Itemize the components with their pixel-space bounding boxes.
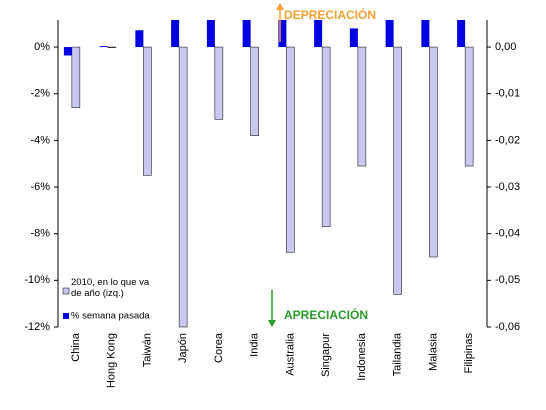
y-tick-label: -6% — [30, 181, 50, 193]
bar — [429, 46, 438, 258]
x-tick-label: Singapur — [320, 333, 332, 377]
x-tick-label: Australia — [284, 332, 296, 376]
y-tick-label: 0% — [34, 41, 50, 53]
bar — [286, 46, 295, 253]
bar — [250, 46, 259, 136]
bar — [457, 20, 466, 48]
y2-tick-label: 0,00 — [495, 41, 516, 53]
x-tick-label: Hong Kong — [106, 333, 118, 388]
bar — [107, 46, 116, 48]
bar — [242, 20, 251, 48]
annotation: DEPRECIACIÓN — [284, 7, 376, 22]
bar — [357, 46, 367, 167]
x-tick-label: Corea — [213, 332, 225, 363]
bar — [135, 30, 144, 48]
bar — [63, 47, 72, 56]
annotation: APRECIACIÓN — [284, 307, 368, 322]
legend-item: 2010, en lo que va de año (izq.) — [71, 277, 150, 299]
bar — [464, 46, 474, 167]
bar — [385, 20, 394, 48]
bar — [214, 46, 224, 120]
y2-tick-label: -0,05 — [495, 274, 520, 286]
arrow-head — [268, 320, 276, 327]
x-tick-label: Japón — [177, 333, 189, 363]
legend-swatch — [62, 287, 70, 295]
y-tick-label: -12% — [24, 321, 50, 333]
y2-tick-label: -0,02 — [495, 134, 520, 146]
y-tick-label: -4% — [30, 134, 50, 146]
bar — [393, 46, 402, 295]
x-tick-label: Malasia — [427, 332, 439, 371]
bar — [71, 46, 81, 108]
bar — [171, 20, 180, 48]
y-tick-label: -2% — [30, 88, 50, 100]
bar — [206, 20, 215, 48]
x-tick-label: Taiwán — [141, 333, 153, 367]
x-tick-label: Indonesia — [356, 332, 368, 381]
x-tick-label: Filipinas — [463, 333, 475, 374]
plot-area — [63, 20, 474, 328]
legend-label: % semana pasada — [71, 311, 150, 322]
y-tick-label: -8% — [30, 228, 50, 240]
bar — [178, 46, 188, 328]
x-tick-label: India — [249, 332, 261, 357]
legend-swatch — [63, 313, 69, 319]
bar — [278, 20, 287, 48]
y-tick-label: -10% — [24, 274, 50, 286]
legend-label: 2010, en lo que va de año (izq.) — [71, 277, 150, 299]
legend-box — [60, 277, 160, 321]
bar — [321, 46, 331, 227]
y2-tick-label: -0,06 — [495, 321, 520, 333]
y2-tick-label: -0,03 — [495, 181, 520, 193]
bar — [143, 46, 152, 176]
y2-tick-label: -0,04 — [495, 228, 520, 240]
bar — [314, 20, 323, 48]
x-tick-label: Tailandia — [392, 332, 404, 376]
bar — [349, 28, 358, 48]
x-tick-label: China — [70, 332, 82, 362]
arrow-head — [276, 3, 284, 10]
y2-tick-label: -0,01 — [495, 88, 520, 100]
bar — [99, 46, 108, 48]
bar — [421, 20, 430, 48]
